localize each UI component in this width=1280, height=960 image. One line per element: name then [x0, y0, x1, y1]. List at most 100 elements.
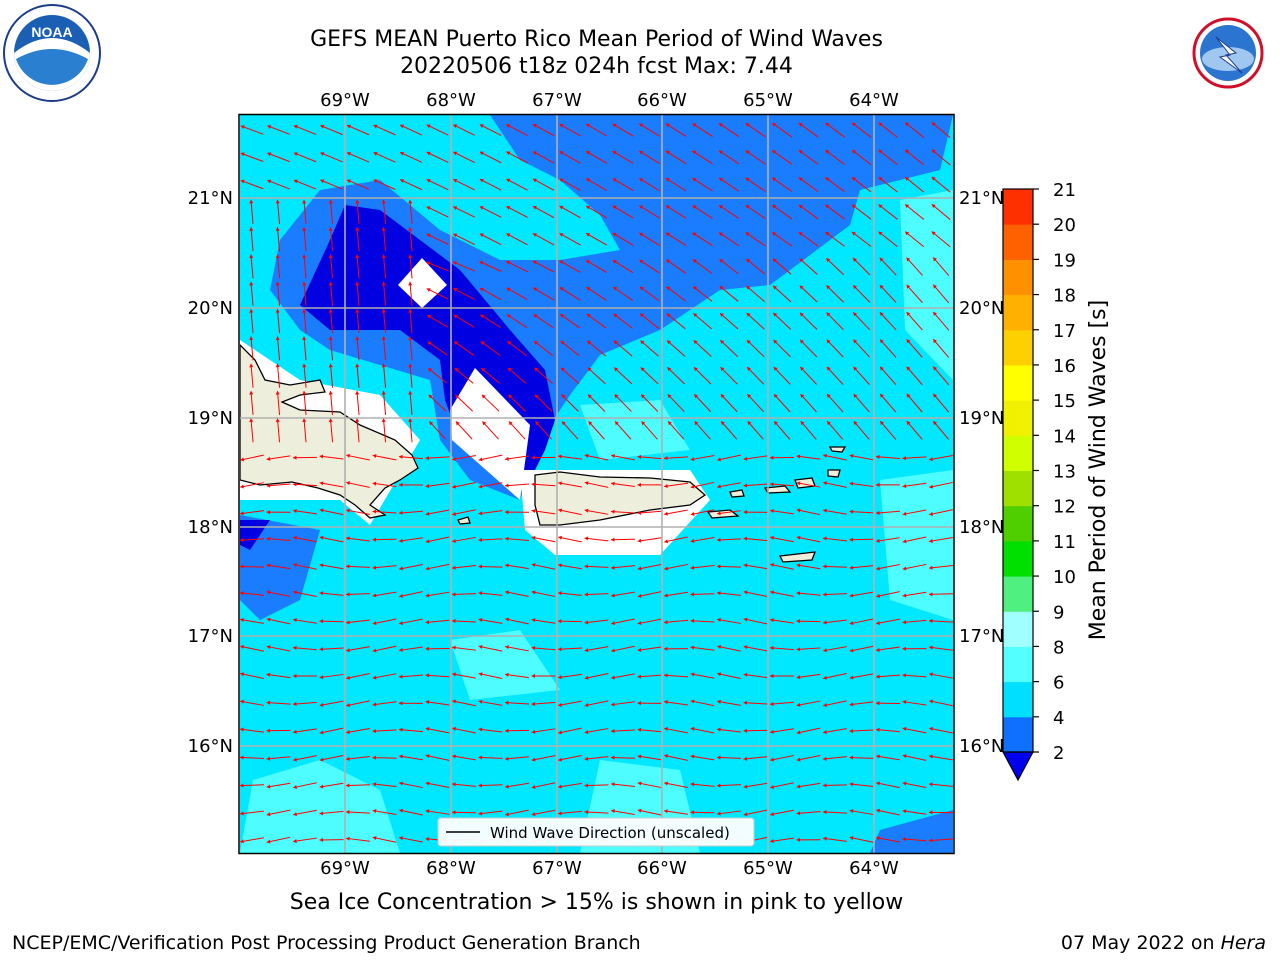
wave-arrow: [303, 199, 307, 224]
wave-arrow-head: [588, 421, 593, 426]
wave-arrow-head: [426, 233, 431, 238]
wave-arrow: [641, 420, 658, 440]
wave-arrow-head: [346, 124, 351, 129]
wave-arrow: [637, 456, 662, 460]
wave-arrow: [240, 482, 264, 488]
colorbar-tick-label: 14: [1053, 426, 1076, 447]
wave-arrow: [585, 232, 608, 246]
wave-arrow: [505, 809, 529, 816]
wave-arrow: [665, 205, 687, 219]
wave-arrow-head: [637, 754, 642, 759]
wave-arrow: [717, 510, 741, 515]
wave-arrow: [482, 421, 499, 440]
wave-arrow: [399, 537, 423, 542]
wave-arrow-head: [532, 260, 537, 265]
wave-arrow-head: [878, 149, 883, 154]
wave-arrow: [902, 456, 927, 459]
wave-arrow-head: [664, 726, 668, 731]
wave-arrow-head: [452, 538, 456, 544]
wave-arrow: [479, 206, 502, 218]
wave-arrow: [796, 755, 821, 761]
wave-arrow: [372, 454, 397, 461]
wave-arrow-head: [381, 227, 386, 231]
wave-arrow: [585, 259, 608, 274]
wave-arrow-head: [240, 179, 245, 184]
wave-arrow-head: [587, 367, 592, 372]
wave-arrow-head: [425, 700, 430, 705]
wave-arrow: [718, 177, 740, 192]
wave-arrow: [561, 394, 579, 412]
wave-arrow-head: [637, 808, 642, 813]
wave-arrow-head: [478, 537, 483, 543]
wave-arrow-head: [667, 394, 672, 399]
wave-arrow: [558, 455, 582, 460]
wave-arrow: [372, 618, 397, 625]
wave-arrow-head: [275, 199, 280, 204]
wave-arrow: [507, 340, 527, 357]
wave-arrow: [454, 367, 474, 384]
wave-arrow: [746, 312, 765, 330]
wave-arrow-head: [902, 673, 907, 678]
wave-arrow-head: [690, 645, 695, 650]
wave-arrow: [266, 809, 291, 816]
wave-arrow-head: [929, 782, 933, 787]
wave-arrow: [852, 257, 871, 276]
wave-arrow-head: [933, 257, 937, 262]
wave-arrow-head: [558, 591, 562, 596]
wave-arrow: [240, 510, 264, 515]
wave-arrow: [372, 673, 397, 679]
wave-arrow-head: [743, 617, 748, 622]
wave-arrow: [743, 618, 768, 625]
wave-arrow: [799, 312, 818, 330]
wave-arrow-head: [381, 363, 386, 368]
wave-arrow-head: [665, 205, 670, 210]
wave-arrow: [303, 309, 307, 334]
wave-arrow-head: [481, 394, 486, 399]
wave-arrow: [356, 199, 360, 224]
colorbar-segment: [1003, 329, 1033, 366]
wave-arrow: [452, 564, 476, 569]
wave-arrow-head: [558, 563, 562, 568]
wave-arrow-head: [690, 810, 694, 815]
wave-arrow: [426, 261, 449, 272]
wave-arrow-head: [690, 699, 695, 704]
wave-arrow: [329, 309, 334, 334]
wave-arrow: [637, 537, 662, 542]
wave-arrow: [849, 538, 874, 541]
wave-arrow-head: [558, 619, 562, 624]
wave-arrow-head: [902, 726, 907, 731]
wave-arrow-head: [639, 205, 644, 210]
wave-arrow: [478, 645, 503, 652]
wave-arrow-head: [584, 536, 589, 541]
wave-arrow-head: [558, 757, 563, 762]
wave-arrow-head: [823, 703, 828, 708]
wave-arrow: [266, 645, 291, 652]
wave-arrow: [293, 536, 317, 543]
wave-arrow: [479, 261, 502, 272]
wave-arrow-head: [746, 258, 751, 263]
wave-arrow: [690, 509, 715, 516]
wave-arrow: [770, 755, 794, 761]
wave-arrow: [276, 254, 281, 279]
wave-arrow-head: [319, 454, 324, 459]
wave-arrow: [719, 312, 739, 330]
wave-arrow: [610, 757, 636, 759]
wave-arrow: [427, 367, 448, 384]
wave-arrow-head: [906, 284, 911, 289]
wave-arrow: [772, 258, 792, 275]
wave-arrow: [823, 537, 847, 542]
wave-arrow: [876, 618, 900, 625]
wave-arrow: [250, 363, 254, 388]
colorbar-tick-label: 11: [1053, 532, 1076, 553]
wave-arrow: [293, 152, 317, 163]
wave-arrow-head: [772, 177, 777, 182]
wave-arrow-head: [293, 535, 297, 540]
wave-arrow: [637, 510, 662, 514]
wave-arrow-head: [611, 648, 616, 653]
wave-arrow-head: [427, 315, 432, 319]
wave-arrow: [612, 259, 634, 274]
wave-arrow: [506, 205, 528, 218]
wave-arrow-head: [559, 260, 564, 265]
wave-arrow: [240, 618, 264, 624]
wave-arrow: [853, 420, 870, 440]
